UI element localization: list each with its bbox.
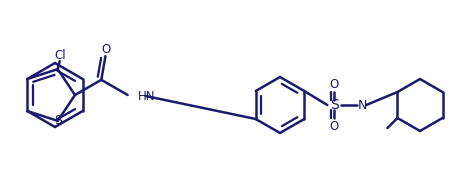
Text: HN: HN (138, 89, 155, 102)
Text: S: S (329, 98, 338, 112)
Text: Cl: Cl (54, 49, 65, 62)
Text: O: O (102, 43, 111, 56)
Text: O: O (329, 78, 338, 91)
Text: O: O (329, 119, 338, 132)
Text: S: S (54, 114, 61, 127)
Text: N: N (357, 99, 366, 111)
